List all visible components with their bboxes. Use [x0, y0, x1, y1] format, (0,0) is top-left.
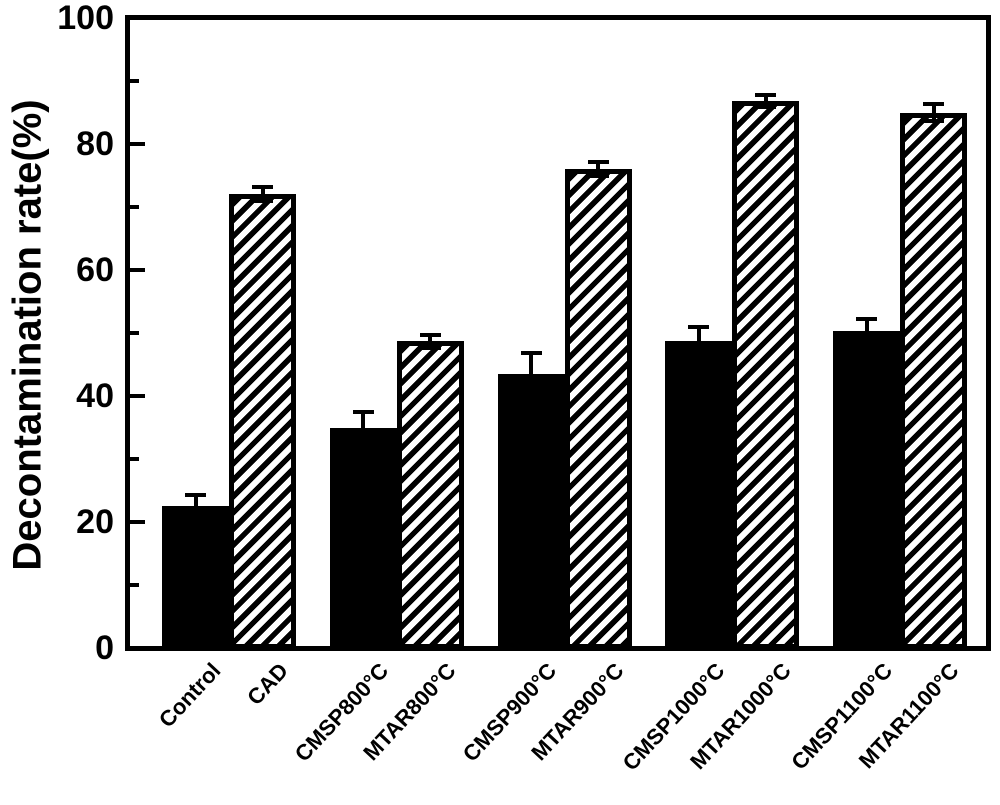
- error-bar-cap-bottom: [185, 515, 206, 520]
- y-tick-label: 100: [57, 0, 114, 37]
- y-tick-label: 0: [95, 629, 114, 667]
- solid-bar: [665, 340, 733, 649]
- y-minor-tick: [130, 79, 139, 83]
- error-bar-cap-bottom: [419, 345, 441, 350]
- error-bar-cap-top: [185, 492, 206, 497]
- error-bar-cap-top: [688, 325, 710, 330]
- error-bar-line: [361, 413, 366, 442]
- error-bar-cap-bottom: [923, 119, 945, 124]
- hatched-bar: [229, 194, 296, 649]
- error-bar-cap-bottom: [587, 174, 609, 179]
- y-major-tick: [130, 520, 145, 524]
- solid-bar: [833, 331, 901, 649]
- y-tick-label: 60: [76, 251, 114, 289]
- solid-bar: [162, 506, 229, 649]
- error-bar-line: [193, 496, 198, 516]
- error-bar-cap-bottom: [688, 351, 710, 356]
- x-axis-label: CAD: [241, 658, 293, 710]
- error-bar-cap-bottom: [755, 104, 777, 109]
- error-bar-cap-top: [755, 93, 777, 98]
- error-bar-cap-top: [923, 101, 945, 106]
- y-major-tick: [130, 142, 145, 146]
- error-bar-line: [428, 336, 433, 346]
- error-bar-cap-top: [352, 409, 374, 414]
- y-minor-tick: [130, 457, 139, 461]
- error-bar-cap-top: [419, 332, 441, 337]
- error-bar-line: [529, 355, 534, 393]
- solid-bar: [329, 427, 397, 649]
- y-axis-title: Decontamination rate(%): [5, 99, 50, 571]
- error-bar-cap-top: [252, 185, 273, 190]
- y-tick-label: 20: [76, 503, 114, 541]
- y-major-tick: [130, 268, 145, 272]
- y-tick-label: 80: [76, 125, 114, 163]
- y-major-tick: [130, 394, 145, 398]
- y-minor-tick: [130, 331, 139, 335]
- y-tick-label: 40: [76, 377, 114, 415]
- x-axis-label: Control: [154, 658, 226, 733]
- hatched-bar: [732, 101, 800, 649]
- error-bar-cap-top: [587, 160, 609, 165]
- error-bar-line: [696, 329, 701, 352]
- error-bar-cap-bottom: [352, 441, 374, 446]
- error-bar-cap-top: [856, 317, 878, 322]
- error-bar-cap-bottom: [856, 341, 878, 346]
- error-bar-line: [260, 189, 265, 200]
- error-bar-cap-bottom: [520, 392, 542, 397]
- hatched-bar: [900, 112, 968, 649]
- error-bar-cap-bottom: [252, 199, 273, 204]
- hatched-bar: [564, 169, 632, 649]
- solid-bar: [497, 373, 565, 649]
- error-bar-line: [864, 321, 869, 342]
- error-bar-cap-top: [520, 351, 542, 356]
- error-bar-line: [931, 105, 936, 120]
- hatched-bar: [396, 341, 464, 649]
- y-minor-tick: [130, 583, 139, 587]
- y-minor-tick: [130, 205, 139, 209]
- error-bar-line: [596, 164, 601, 175]
- error-bar-line: [763, 97, 768, 105]
